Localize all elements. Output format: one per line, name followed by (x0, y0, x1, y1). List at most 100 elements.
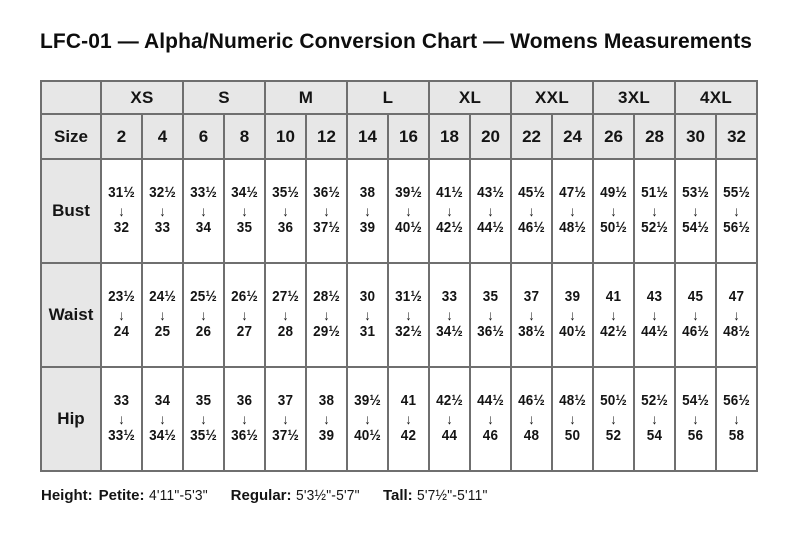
range-values: 54½ ↓ 56 (678, 392, 713, 446)
down-arrow-icon: ↓ (569, 202, 576, 219)
down-arrow-icon: ↓ (200, 410, 207, 427)
numeric-size-header: 24 (551, 113, 595, 160)
range-to: 44 (441, 427, 458, 445)
range-to: 44½ (477, 219, 504, 237)
alpha-size-header: 4XL (674, 80, 759, 115)
range-values: 37 ↓ 37½ (268, 392, 303, 446)
down-arrow-icon: ↓ (364, 410, 371, 427)
range-from: 54½ (682, 391, 709, 409)
numeric-size-header: 28 (633, 113, 677, 160)
down-arrow-icon: ↓ (733, 410, 740, 427)
numeric-size-header: 4 (141, 113, 184, 160)
range-cell: 37 ↓ 37½ (264, 366, 308, 472)
range-from: 44½ (477, 391, 504, 409)
range-cell: 36 ↓ 36½ (222, 366, 267, 472)
range-cell: 26½ ↓ 27 (222, 262, 267, 368)
range-cell: 50½ ↓ 52 (592, 366, 636, 472)
down-arrow-icon: ↓ (446, 202, 453, 219)
range-from: 41 (400, 391, 417, 409)
range-cell: 43½ ↓ 44½ (469, 158, 513, 264)
range-to: 33 (154, 219, 171, 237)
range-from: 39½ (354, 391, 381, 409)
range-cell: 41 ↓ 42 (387, 366, 431, 472)
down-arrow-icon: ↓ (487, 410, 494, 427)
range-to: 34½ (436, 323, 463, 341)
range-from: 33 (113, 391, 130, 409)
range-to: 37½ (313, 219, 340, 237)
range-to: 34½ (149, 427, 176, 445)
range-values: 24½ ↓ 25 (145, 288, 180, 342)
range-to: 42½ (600, 323, 627, 341)
range-to: 35½ (190, 427, 217, 445)
down-arrow-icon: ↓ (610, 202, 617, 219)
regular-range: 5'3½"-5'7" (295, 487, 360, 504)
range-from: 38 (318, 391, 335, 409)
range-from: 56½ (723, 391, 750, 409)
numeric-size-header: 16 (387, 113, 431, 160)
range-cell: 47½ ↓ 48½ (551, 158, 595, 264)
range-cell: 24½ ↓ 25 (141, 262, 184, 368)
range-to: 26 (195, 323, 212, 341)
range-from: 34½ (231, 183, 258, 201)
range-to: 56½ (723, 219, 750, 237)
range-values: 41½ ↓ 42½ (432, 184, 467, 238)
range-from: 32½ (149, 183, 176, 201)
alpha-size-row: XS S M L XL XXL 3XL 4XL (40, 80, 759, 115)
range-from: 42½ (436, 391, 463, 409)
range-from: 55½ (723, 183, 750, 201)
range-to: 32½ (395, 323, 422, 341)
range-cell: 38 ↓ 39 (346, 158, 390, 264)
numeric-size-header: 2 (100, 113, 143, 160)
down-arrow-icon: ↓ (364, 306, 371, 323)
range-from: 41½ (436, 183, 463, 201)
range-values: 35 ↓ 35½ (186, 392, 221, 446)
range-values: 31½ ↓ 32 (104, 184, 139, 238)
range-to: 44½ (641, 323, 668, 341)
range-values: 25½ ↓ 26 (186, 288, 221, 342)
down-arrow-icon: ↓ (692, 202, 699, 219)
range-values: 55½ ↓ 56½ (719, 184, 754, 238)
range-cell: 41 ↓ 42½ (592, 262, 636, 368)
range-to: 27 (236, 323, 253, 341)
range-from: 33 (441, 287, 458, 305)
range-cell: 45 ↓ 46½ (674, 262, 718, 368)
range-values: 41 ↓ 42 (391, 392, 426, 446)
range-to: 35 (236, 219, 253, 237)
down-arrow-icon: ↓ (118, 202, 125, 219)
range-cell: 54½ ↓ 56 (674, 366, 718, 472)
range-cell: 45½ ↓ 46½ (510, 158, 554, 264)
range-cell: 27½ ↓ 28 (264, 262, 308, 368)
range-cell: 36½ ↓ 37½ (305, 158, 349, 264)
range-values: 37 ↓ 38½ (514, 288, 549, 342)
tall-label: Tall: (382, 487, 413, 504)
down-arrow-icon: ↓ (692, 410, 699, 427)
range-to: 46½ (682, 323, 709, 341)
range-to: 52½ (641, 219, 668, 237)
range-cell: 34½ ↓ 35 (222, 158, 267, 264)
range-to: 42 (400, 427, 417, 445)
numeric-size-header: 30 (674, 113, 718, 160)
down-arrow-icon: ↓ (528, 410, 535, 427)
down-arrow-icon: ↓ (159, 202, 166, 219)
range-from: 39 (564, 287, 581, 305)
range-cell: 37 ↓ 38½ (510, 262, 554, 368)
range-from: 37 (523, 287, 540, 305)
range-from: 53½ (682, 183, 709, 201)
range-values: 31½ ↓ 32½ (391, 288, 426, 342)
numeric-size-header: 32 (715, 113, 759, 160)
down-arrow-icon: ↓ (200, 202, 207, 219)
range-cell: 46½ ↓ 48 (510, 366, 554, 472)
range-from: 49½ (600, 183, 627, 201)
range-to: 42½ (436, 219, 463, 237)
range-values: 35½ ↓ 36 (268, 184, 303, 238)
range-to: 39 (359, 219, 376, 237)
page-title: LFC-01 — Alpha/Numeric Conversion Chart … (40, 30, 753, 53)
numeric-size-header: 20 (469, 113, 513, 160)
range-to: 32 (113, 219, 130, 237)
range-from: 45 (687, 287, 704, 305)
range-from: 27½ (272, 287, 299, 305)
range-to: 36½ (231, 427, 258, 445)
numeric-size-header: 26 (592, 113, 636, 160)
range-values: 41 ↓ 42½ (596, 288, 631, 342)
range-to: 46½ (518, 219, 545, 237)
